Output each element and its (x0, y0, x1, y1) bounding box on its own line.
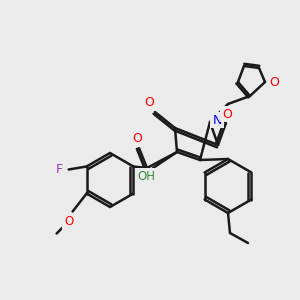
Text: O: O (144, 97, 154, 110)
Text: O: O (132, 133, 142, 146)
Text: OH: OH (137, 169, 155, 182)
Text: O: O (269, 76, 279, 88)
Text: O: O (222, 107, 232, 121)
Text: F: F (56, 163, 63, 176)
Text: N: N (212, 113, 222, 127)
Text: O: O (64, 215, 73, 228)
